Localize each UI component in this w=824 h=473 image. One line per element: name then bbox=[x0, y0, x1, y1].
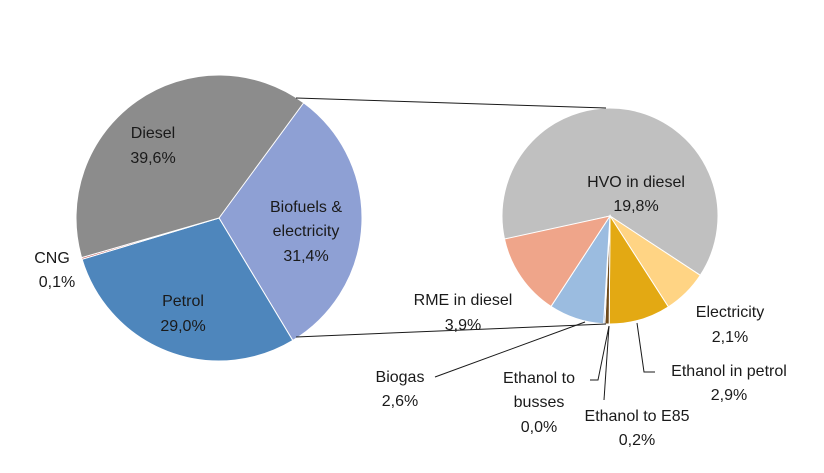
label-biofuels-name: Biofuels & bbox=[270, 199, 342, 216]
label-ethanol-busses-name: Ethanol to bbox=[503, 370, 575, 387]
main-slice-biofuels-electricity bbox=[218, 101, 363, 342]
leader-ethanol-busses bbox=[590, 325, 610, 381]
breakdown-pie bbox=[501, 107, 719, 325]
main-pie bbox=[75, 74, 363, 362]
connector-bottom bbox=[295, 323, 607, 338]
breakdown-slice-rme-in-diesel bbox=[503, 215, 612, 308]
main-slice-petrol bbox=[81, 217, 294, 362]
label-hvo-name: HVO in diesel bbox=[587, 174, 685, 191]
label-ethanol-busses-value: 0,0% bbox=[521, 419, 557, 436]
label-cng-name: CNG bbox=[34, 250, 70, 267]
leader-ethanol-petrol bbox=[636, 322, 655, 373]
label-cng-value: 0,1% bbox=[39, 274, 75, 291]
labels: Diesel 39,6% Biofuels & electricity 31,4… bbox=[34, 125, 787, 449]
label-rme-name: RME in diesel bbox=[414, 292, 513, 309]
label-diesel-value: 39,6% bbox=[130, 150, 175, 167]
leader-lines bbox=[434, 321, 655, 401]
label-ethanol-petrol-name: Ethanol in petrol bbox=[671, 363, 787, 380]
label-diesel-name: Diesel bbox=[131, 125, 175, 142]
pie-connector-lines bbox=[295, 97, 607, 338]
label-rme-value: 3,9% bbox=[445, 317, 481, 334]
label-electricity-value: 2,1% bbox=[712, 329, 748, 346]
label-ethanol-e85-name: Ethanol to E85 bbox=[585, 408, 690, 425]
label-petrol-value: 29,0% bbox=[160, 318, 205, 335]
label-ethanol-e85-value: 0,2% bbox=[619, 432, 655, 449]
leader-ethanol-e85 bbox=[603, 325, 610, 401]
leader-biogas bbox=[434, 321, 586, 378]
label-petrol-name: Petrol bbox=[162, 293, 204, 310]
breakdown-slice-hvo-in-diesel bbox=[501, 107, 719, 276]
label-biofuels-value: 31,4% bbox=[283, 248, 328, 265]
connector-top bbox=[295, 97, 607, 109]
label-electricity-name: Electricity bbox=[696, 304, 764, 321]
label-ethanol-petrol-value: 2,9% bbox=[711, 387, 747, 404]
label-hvo-value: 19,8% bbox=[613, 198, 658, 215]
label-ethanol-busses-name2: busses bbox=[514, 394, 565, 411]
label-biofuels-name2: electricity bbox=[273, 223, 340, 240]
label-biogas-value: 2,6% bbox=[382, 393, 418, 410]
label-biogas-name: Biogas bbox=[376, 369, 425, 386]
main-slice-diesel bbox=[75, 74, 305, 259]
